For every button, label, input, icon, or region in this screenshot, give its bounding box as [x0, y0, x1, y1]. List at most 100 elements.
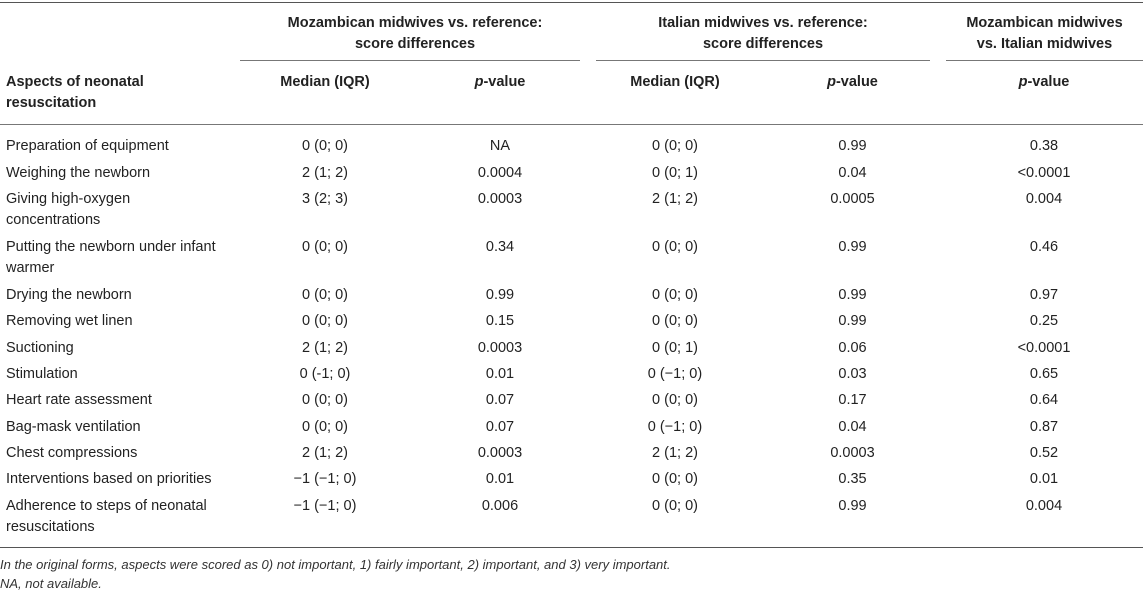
cell-aspect: Bag-mask ventilation: [6, 419, 141, 435]
cell-median-1: 0 (-1; 0): [299, 366, 351, 382]
group-header-line: Mozambican midwives: [966, 15, 1123, 31]
cell-median-2: 2 (1; 2): [652, 445, 698, 461]
cell-pvalue-2: 0.99: [838, 313, 867, 329]
col-header-pvalue-3: p-value: [945, 72, 1143, 92]
cell-pvalue-1: 0.006: [481, 498, 519, 514]
cell-aspect: Stimulation: [6, 366, 78, 382]
cell-aspect: Drying the newborn: [6, 287, 132, 303]
cell-median-1: 0 (0; 0): [302, 313, 348, 329]
cell-aspect: Removing wet linen: [6, 313, 133, 329]
group-header-mozambican-vs-reference: Mozambican midwives vs. reference: score…: [250, 13, 580, 55]
cell-median-1: −1 (−1; 0): [293, 471, 357, 487]
cell-pvalue-3: 0.87: [1029, 419, 1059, 435]
cell-median-1: 0 (0; 0): [302, 287, 348, 303]
cell-median-2: 0 (0; 0): [652, 287, 698, 303]
group-header-mozambican-vs-italian: Mozambican midwives vs. Italian midwives: [946, 13, 1143, 55]
footnote-na: NA, not available.: [0, 576, 102, 591]
cell-pvalue-1: 0.34: [485, 239, 515, 255]
cell-aspect: Heart rate assessment: [6, 392, 152, 408]
footnote-scoring: In the original forms, aspects were scor…: [0, 557, 671, 572]
cell-pvalue-3: 0.004: [1025, 498, 1063, 514]
cell-pvalue-3: 0.004: [1025, 191, 1063, 207]
cell-median-1: 0 (0; 0): [302, 239, 348, 255]
cell-pvalue-1: 0.07: [485, 392, 515, 408]
cell-pvalue-1: 0.15: [485, 313, 515, 329]
cell-median-1: 2 (1; 2): [302, 340, 348, 356]
cell-pvalue-1: NA: [489, 138, 511, 154]
cell-pvalue-1: 0.0003: [477, 445, 523, 461]
cell-aspect: Suctioning: [6, 340, 74, 356]
cell-pvalue-2: 0.06: [838, 340, 867, 356]
p-italic: p: [474, 74, 484, 90]
p-suffix: -value: [1027, 74, 1070, 90]
cell-pvalue-2: 0.0003: [830, 445, 875, 461]
cell-aspect: Putting the newborn under infant warmer: [6, 239, 216, 276]
cell-median-2: 0 (0; 0): [652, 138, 698, 154]
cell-pvalue-2: 0.99: [838, 239, 867, 255]
cell-median-2: 0 (0; 0): [652, 498, 698, 514]
cell-pvalue-3: 0.25: [1029, 313, 1059, 329]
cell-pvalue-1: 0.0004: [477, 165, 523, 181]
cell-median-1: 3 (2; 3): [302, 191, 348, 207]
cell-aspect: Interventions based on priorities: [6, 471, 212, 487]
cell-pvalue-3: 0.01: [1029, 471, 1059, 487]
cell-median-1: −1 (−1; 0): [293, 498, 357, 514]
p-italic: p: [827, 74, 836, 90]
cell-pvalue-1: 0.0003: [477, 191, 523, 207]
cell-pvalue-1: 0.0003: [477, 340, 523, 356]
cell-aspect: Weighing the newborn: [6, 165, 151, 181]
cell-median-1: 0 (0; 0): [302, 138, 348, 154]
cell-pvalue-2: 0.99: [838, 498, 867, 514]
cell-pvalue-2: 0.35: [838, 471, 867, 487]
cell-median-2: 2 (1; 2): [652, 191, 698, 207]
cell-pvalue-2: 0.99: [838, 287, 867, 303]
group-header-line: score differences: [354, 36, 476, 52]
cell-pvalue-1: 0.01: [485, 471, 515, 487]
cell-pvalue-2: 0.0005: [830, 191, 875, 207]
cell-pvalue-3: 0.46: [1029, 239, 1059, 255]
cell-pvalue-3: <0.0001: [1017, 340, 1071, 356]
header-bottom-rule: [0, 124, 1143, 125]
col-header-pvalue-1: p-value: [420, 72, 580, 92]
group-header-line: vs. Italian midwives: [976, 36, 1113, 52]
col-header-pvalue-2: p-value: [770, 72, 935, 92]
cell-median-2: 0 (0; 0): [652, 313, 698, 329]
cell-median-1: 0 (0; 0): [302, 419, 348, 435]
cell-median-2: 0 (0; 0): [652, 471, 698, 487]
cell-pvalue-2: 0.03: [838, 366, 867, 382]
cell-pvalue-3: 0.64: [1029, 392, 1059, 408]
cell-pvalue-3: 0.38: [1029, 138, 1059, 154]
cell-pvalue-2: 0.99: [838, 138, 867, 154]
group-header-line: Italian midwives vs. reference:: [658, 15, 868, 31]
cell-median-1: 2 (1; 2): [302, 445, 348, 461]
cell-pvalue-3: 0.65: [1029, 366, 1059, 382]
cell-aspect: Preparation of equipment: [6, 138, 169, 154]
group-header-line: score differences: [702, 36, 824, 52]
cell-median-2: 0 (0; 0): [652, 392, 698, 408]
cell-pvalue-1: 0.07: [485, 419, 515, 435]
cell-pvalue-3: 0.97: [1029, 287, 1059, 303]
group-header-italian-vs-reference: Italian midwives vs. reference: score di…: [596, 13, 930, 55]
cell-median-2: 0 (0; 0): [652, 239, 698, 255]
col-header-median-1: Median (IQR): [280, 74, 370, 90]
cell-median-2: 0 (0; 1): [652, 340, 698, 356]
p-italic: p: [1018, 74, 1028, 90]
table-bottom-rule: [0, 547, 1143, 548]
cell-pvalue-2: 0.04: [838, 165, 867, 181]
group-rule: [596, 60, 930, 61]
p-suffix: -value: [483, 74, 526, 90]
cell-median-1: 0 (0; 0): [302, 392, 348, 408]
cell-aspect: Adherence to steps of neonatal resuscita…: [6, 498, 207, 535]
group-header-line: Mozambican midwives vs. reference:: [287, 15, 543, 31]
cell-median-2: 0 (−1; 0): [647, 366, 703, 382]
cell-median-2: 0 (−1; 0): [647, 419, 703, 435]
table-top-rule: [0, 2, 1143, 3]
cell-aspect: Chest compressions: [6, 445, 138, 461]
cell-median-2: 0 (0; 1): [652, 165, 698, 181]
cell-pvalue-2: 0.04: [838, 419, 867, 435]
cell-median-1: 2 (1; 2): [302, 165, 348, 181]
cell-pvalue-3: <0.0001: [1017, 165, 1071, 181]
col-header-median-2: Median (IQR): [630, 74, 720, 90]
p-suffix: -value: [835, 74, 878, 90]
